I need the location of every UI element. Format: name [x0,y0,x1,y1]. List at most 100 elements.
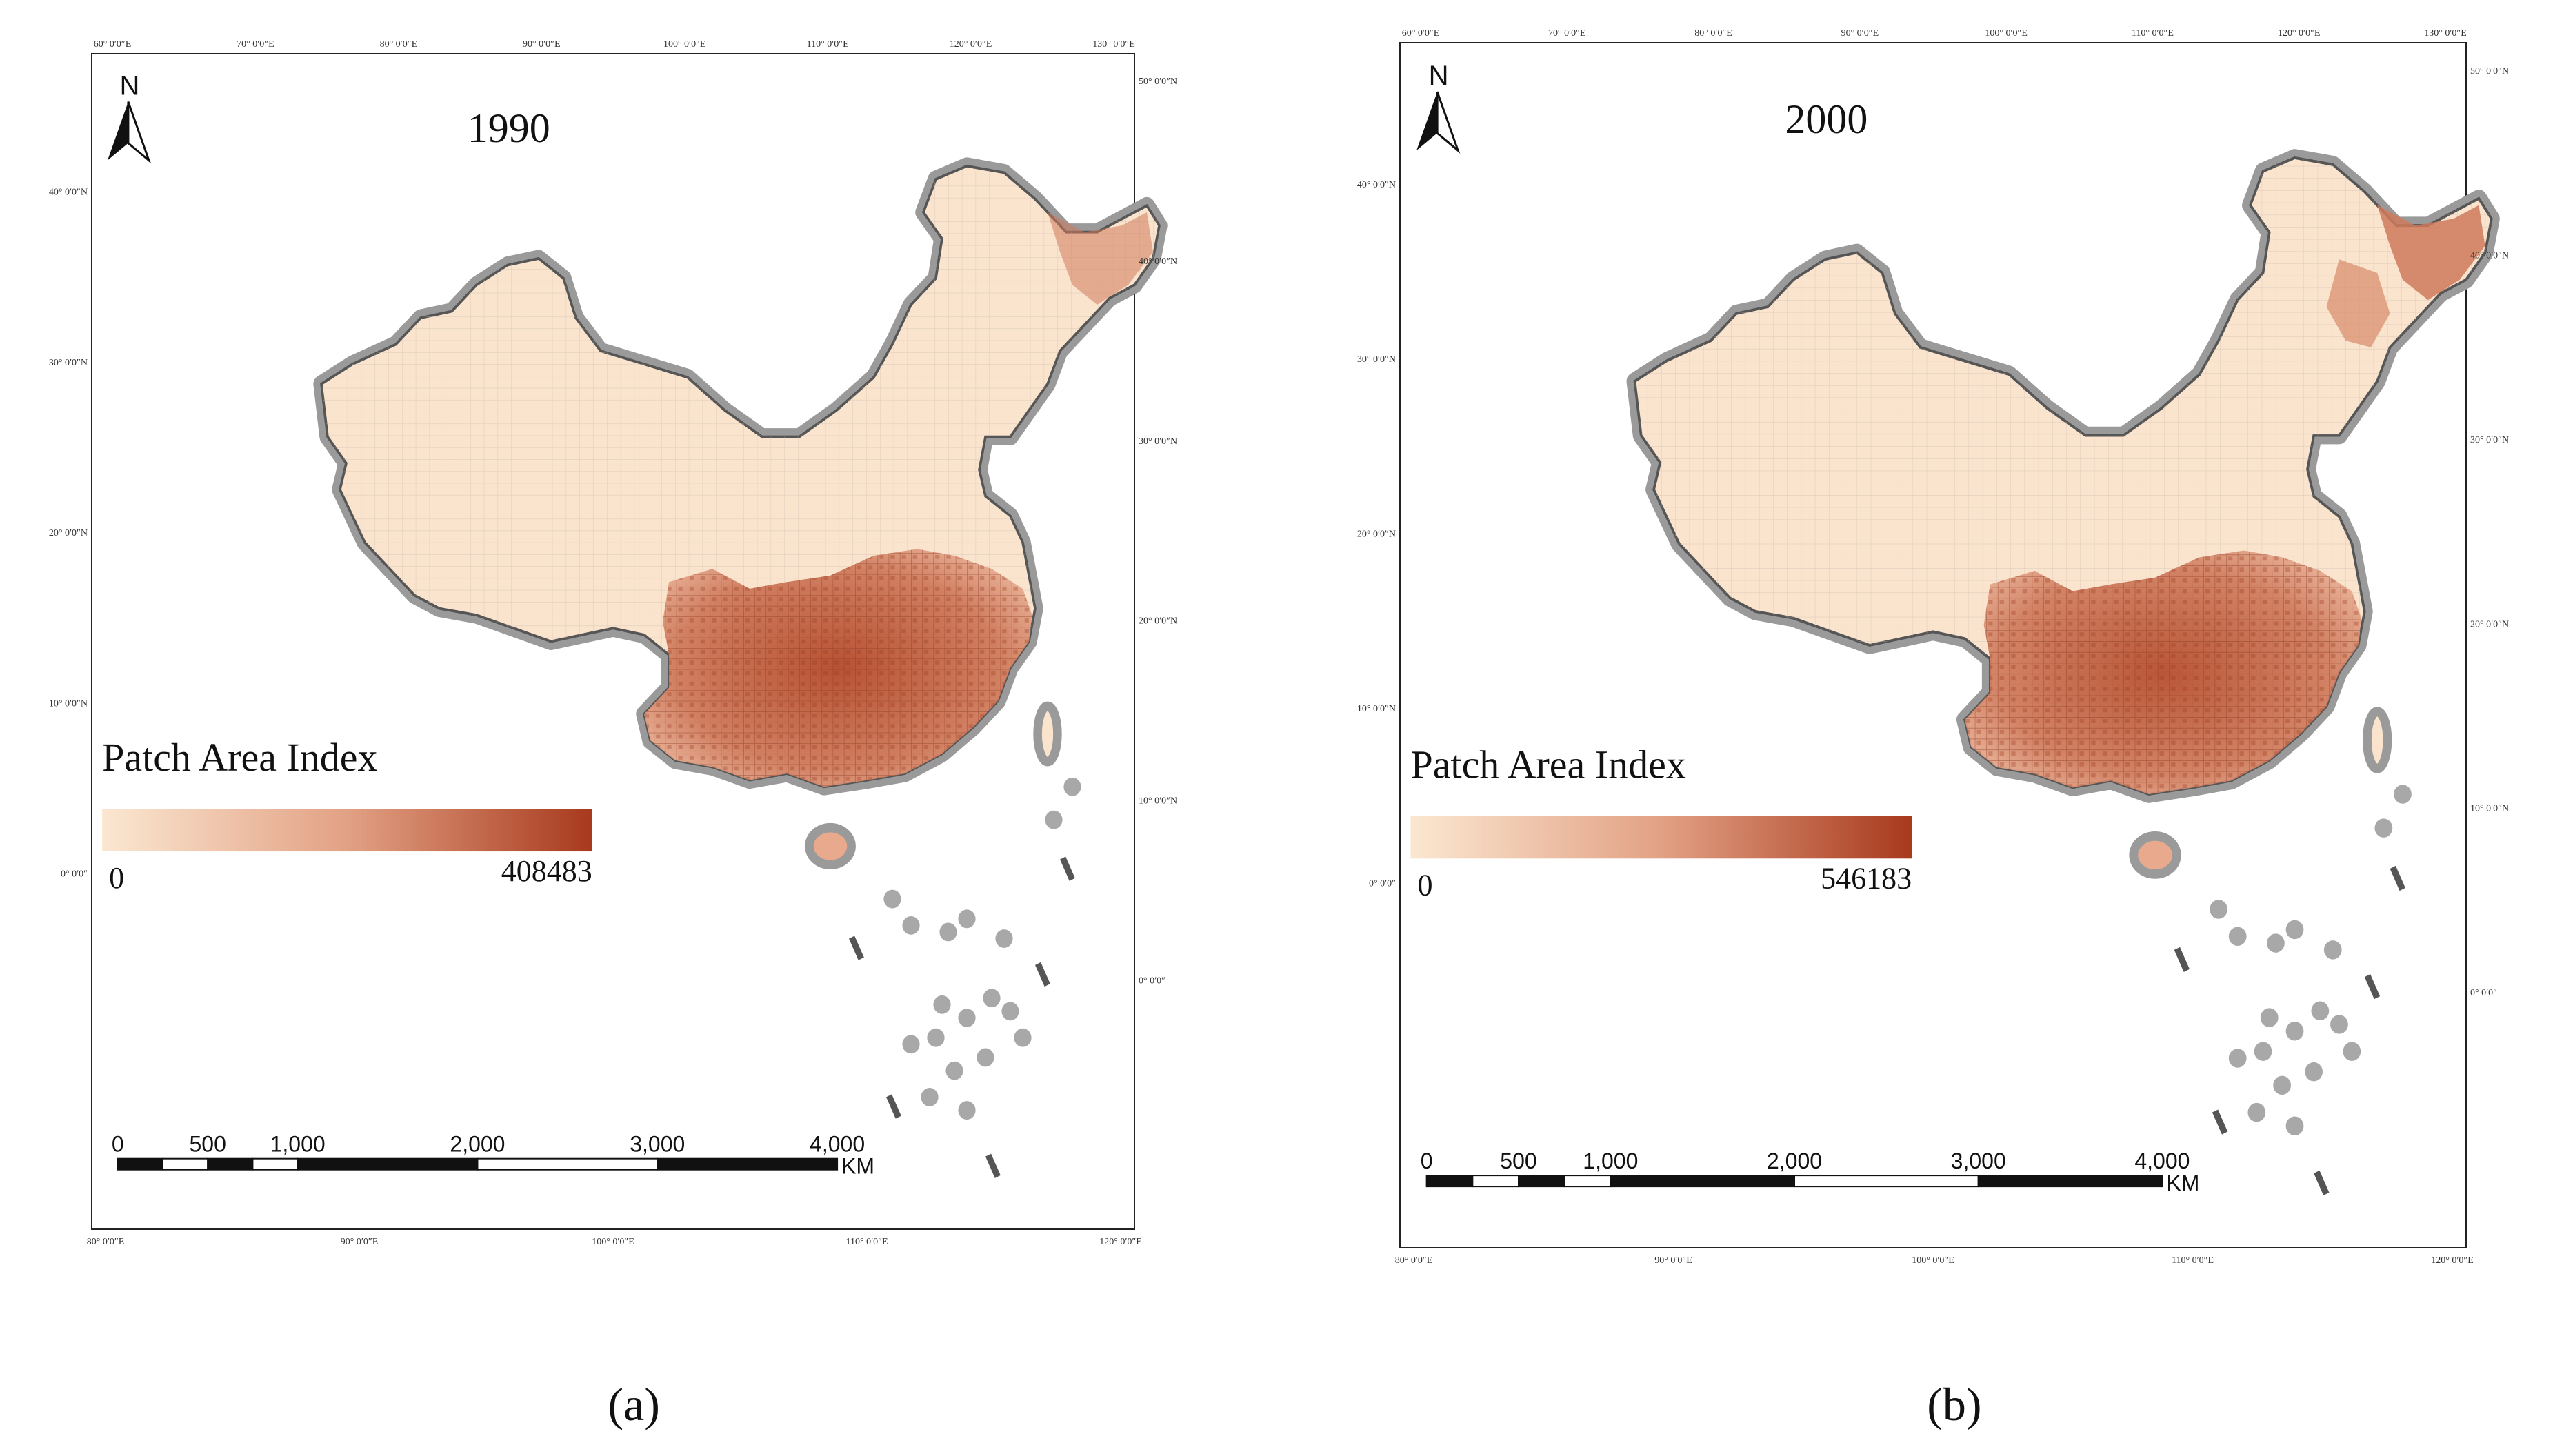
right-tick-label: 0° 0′0″ [1139,975,1165,986]
south-sea-island [977,1048,994,1067]
south-sea-island [945,1061,963,1080]
south-sea-island [2210,900,2227,919]
scale-label: 4,000 [2134,1149,2190,1173]
left-tick-label: 10° 0′0″N [1357,704,1396,714]
top-tick-label: 80° 0′0″E [1694,28,1732,39]
north-arrow-icon [107,101,152,164]
left-tick-label: 10° 0′0″N [49,698,88,709]
left-tick-label: 40° 0′0″N [49,188,88,198]
bottom-tick-label: 100° 0′0″E [1912,1255,1954,1266]
south-sea-island [995,929,1013,948]
china-map [1634,158,2491,1196]
legend-title: Patch Area Index [1410,742,1685,787]
scale-label: 0 [112,1132,124,1157]
top-tick-label: 120° 0′0″E [950,39,992,50]
scale-label: 4,000 [810,1132,865,1157]
left-tick-label: 20° 0′0″N [1357,529,1396,540]
south-sea-island [2285,1116,2304,1135]
map-panel-a: 1990 N Patch Area Index 0 408483 0 500 1,000 2,0… [49,39,1177,1430]
south-sea-island [883,889,901,909]
left-tick-label: 20° 0′0″N [49,528,88,538]
right-tick-label: 30° 0′0″N [1139,436,1177,447]
nine-dash-segment [2364,974,2381,1000]
right-tick-label: 10° 0′0″N [2470,804,2509,814]
high-index-region-northeast [2377,205,2485,301]
scale-unit: KM [841,1154,874,1179]
south-sea-island [933,995,951,1014]
nine-dash-segment [2212,1109,2228,1135]
right-tick-label: 50° 0′0″N [2470,66,2509,77]
south-sea-island [983,989,1001,1008]
south-sea-island [1045,810,1063,829]
south-sea-island [902,1035,920,1054]
north-label: N [119,71,139,101]
right-tick-label: 40° 0′0″N [1139,256,1177,267]
south-sea-island [2260,1008,2279,1027]
left-tick-label: 30° 0′0″N [49,358,88,368]
south-sea-island [2343,1042,2361,1061]
legend-max-label: 546183 [1821,861,1912,895]
south-sea-island [958,1009,976,1027]
taiwan-island [1033,701,1062,767]
south-sea-island [939,922,957,942]
top-tick-label: 60° 0′0″E [1402,28,1440,39]
scale-label: 500 [190,1132,226,1157]
hainan-island [2129,831,2181,879]
taiwan-island [2363,707,2392,774]
right-tick-label: 0° 0′0″ [2470,988,2497,998]
scale-label: 1,000 [270,1132,326,1157]
top-tick-label: 90° 0′0″E [1841,28,1879,39]
nine-dash-segment [2314,1170,2330,1196]
south-sea-island [958,909,976,929]
legend-color-ramp [1410,816,1912,859]
nine-dash-segment [1035,962,1050,987]
bottom-tick-label: 120° 0′0″E [2431,1255,2474,1266]
south-sea-island [1014,1028,1032,1047]
legend-title: Patch Area Index [102,735,377,780]
south-sea-island [927,1028,945,1047]
top-tick-label: 70° 0′0″E [1548,28,1586,39]
south-sea-island [1063,777,1081,796]
right-tick-label: 20° 0′0″N [1139,616,1177,627]
graticule-labels: 60° 0′0″E 70° 0′0″E 80° 0′0″E 90° 0′0″E 100°… [1357,28,2509,1266]
panel-caption: (a) [608,1378,659,1430]
top-tick-label: 100° 0′0″E [663,39,706,50]
left-tick-label: 0° 0′0″ [1369,879,1396,889]
south-sea-island [958,1101,976,1120]
bottom-tick-label: 100° 0′0″E [592,1237,634,1247]
nine-dash-segment [849,936,864,960]
scale-label: 3,000 [1951,1149,2006,1173]
south-sea-island [2267,933,2285,953]
right-tick-label: 50° 0′0″N [1139,77,1177,87]
right-tick-label: 20° 0′0″N [2470,619,2509,629]
bottom-tick-label: 90° 0′0″E [1654,1255,1692,1266]
map-panel-b: 2000 N Patch Area Index 0 546183 0 500 1,000 2,0… [1357,28,2509,1430]
nine-dash-segment [985,1153,1001,1178]
south-sea-island [2228,927,2247,947]
south-sea-island [1001,1002,1019,1021]
bottom-tick-label: 120° 0′0″E [1099,1237,1142,1247]
left-tick-label: 30° 0′0″N [1357,354,1396,365]
china-map [321,166,1159,1178]
south-sea-island [2305,1062,2323,1082]
legend-min-label: 0 [109,861,124,895]
scale-label: 3,000 [630,1132,685,1157]
scale-label: 2,000 [450,1132,505,1157]
top-tick-label: 110° 0′0″E [807,39,849,50]
nine-dash-segment [2174,947,2190,972]
top-tick-label: 130° 0′0″E [2424,28,2467,39]
scale-label: 2,000 [1767,1149,1822,1173]
legend-color-ramp [102,809,592,852]
right-tick-label: 40° 0′0″N [2470,250,2509,261]
top-tick-label: 120° 0′0″E [2278,28,2321,39]
scale-label: 1,000 [1583,1149,1638,1173]
panel-year-title: 1990 [468,105,550,151]
top-tick-label: 70° 0′0″E [237,39,274,50]
legend-min-label: 0 [1417,868,1432,902]
south-sea-island [2247,1102,2266,1122]
panel-caption: (b) [1927,1378,1981,1430]
north-arrow-icon [1416,91,1461,154]
